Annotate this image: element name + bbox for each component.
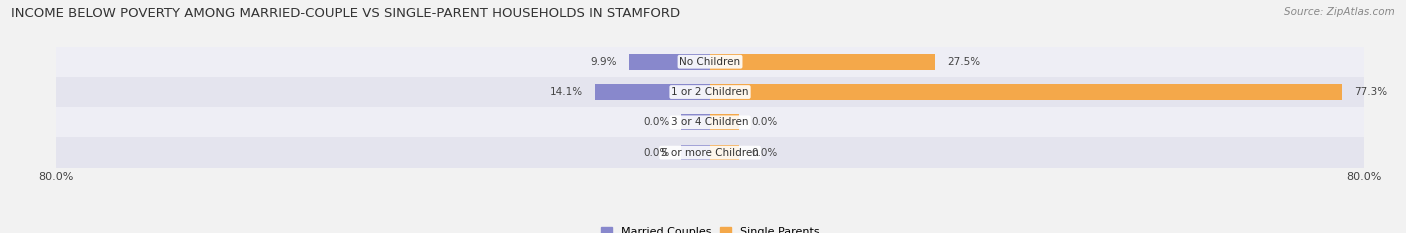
Text: 0.0%: 0.0% <box>643 117 669 127</box>
Text: 5 or more Children: 5 or more Children <box>661 148 759 158</box>
Bar <box>595 84 710 100</box>
Bar <box>710 84 1341 100</box>
Bar <box>710 54 935 70</box>
Text: 77.3%: 77.3% <box>1354 87 1388 97</box>
Text: 9.9%: 9.9% <box>591 57 617 67</box>
Bar <box>682 145 710 161</box>
Bar <box>56 77 1364 107</box>
Text: 27.5%: 27.5% <box>948 57 980 67</box>
Text: 0.0%: 0.0% <box>751 148 778 158</box>
Text: 14.1%: 14.1% <box>550 87 582 97</box>
Text: 3 or 4 Children: 3 or 4 Children <box>671 117 749 127</box>
Bar <box>56 137 1364 168</box>
Text: Source: ZipAtlas.com: Source: ZipAtlas.com <box>1284 7 1395 17</box>
Text: No Children: No Children <box>679 57 741 67</box>
Text: 0.0%: 0.0% <box>643 148 669 158</box>
Bar <box>628 54 710 70</box>
Legend: Married Couples, Single Parents: Married Couples, Single Parents <box>600 227 820 233</box>
Text: 1 or 2 Children: 1 or 2 Children <box>671 87 749 97</box>
Text: INCOME BELOW POVERTY AMONG MARRIED-COUPLE VS SINGLE-PARENT HOUSEHOLDS IN STAMFOR: INCOME BELOW POVERTY AMONG MARRIED-COUPL… <box>11 7 681 20</box>
Bar <box>682 114 710 130</box>
Text: 0.0%: 0.0% <box>751 117 778 127</box>
Bar <box>56 47 1364 77</box>
Bar <box>710 145 738 161</box>
Bar <box>710 114 738 130</box>
Bar <box>56 107 1364 137</box>
